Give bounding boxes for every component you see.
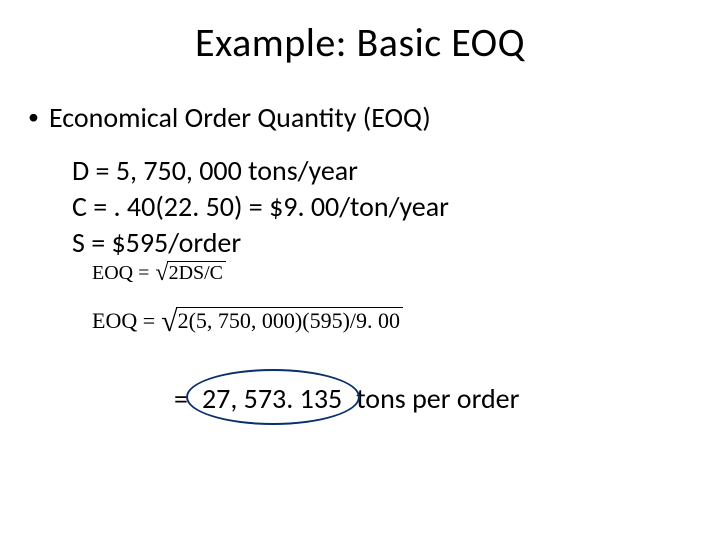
radical-sign: √ [161, 310, 177, 334]
formula1-radicand: 2DS/C [167, 261, 226, 285]
answer-equals: = [174, 381, 188, 416]
variables-block: D = 5, 750, 000 tons/year C = . 40(22. 5… [0, 153, 720, 261]
answer-unit: tons per order [356, 381, 519, 416]
formula-eoq-symbolic: EOQ = √ 2DS/C [92, 261, 720, 285]
variable-C: C = . 40(22. 50) = $9. 00/ton/year [72, 189, 720, 225]
formulas-block: EOQ = √ 2DS/C EOQ = √ 2(5, 750, 000)(595… [0, 261, 720, 335]
bullet-text: Economical Order Quantity (EOQ) [49, 101, 431, 135]
formula1-label: EOQ = [92, 262, 149, 285]
formula2-radicand: 2(5, 750, 000)(595)/9. 00 [176, 307, 403, 335]
variable-S: S = $595/order [72, 225, 720, 261]
formula2-label: EOQ = [92, 308, 155, 334]
bullet-marker: • [28, 101, 39, 133]
slide: Example: Basic EOQ • Economical Order Qu… [0, 0, 720, 540]
slide-title: Example: Basic EOQ [0, 0, 720, 67]
variable-D: D = 5, 750, 000 tons/year [72, 153, 720, 189]
sqrt-icon: √ 2DS/C [155, 261, 226, 285]
answer-value-wrap: 27, 573. 135 [202, 381, 342, 416]
formula-eoq-numeric: EOQ = √ 2(5, 750, 000)(595)/9. 00 [92, 307, 720, 335]
sqrt-icon: √ 2(5, 750, 000)(595)/9. 00 [161, 307, 403, 335]
answer-value: 27, 573. 135 [202, 381, 342, 416]
radical-sign: √ [155, 263, 168, 283]
answer-row: = 27, 573. 135 tons per order [0, 381, 720, 416]
bullet-row: • Economical Order Quantity (EOQ) [0, 101, 720, 135]
